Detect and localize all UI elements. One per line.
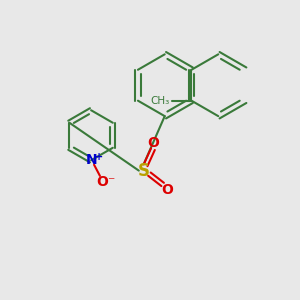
Text: +: +	[95, 152, 104, 162]
Text: O: O	[162, 183, 174, 197]
Text: S: S	[138, 162, 150, 180]
Text: O: O	[147, 136, 159, 150]
Text: O: O	[96, 175, 108, 189]
Text: CH₃: CH₃	[150, 96, 170, 106]
Text: N: N	[85, 153, 97, 167]
Text: ⁻: ⁻	[107, 175, 115, 189]
